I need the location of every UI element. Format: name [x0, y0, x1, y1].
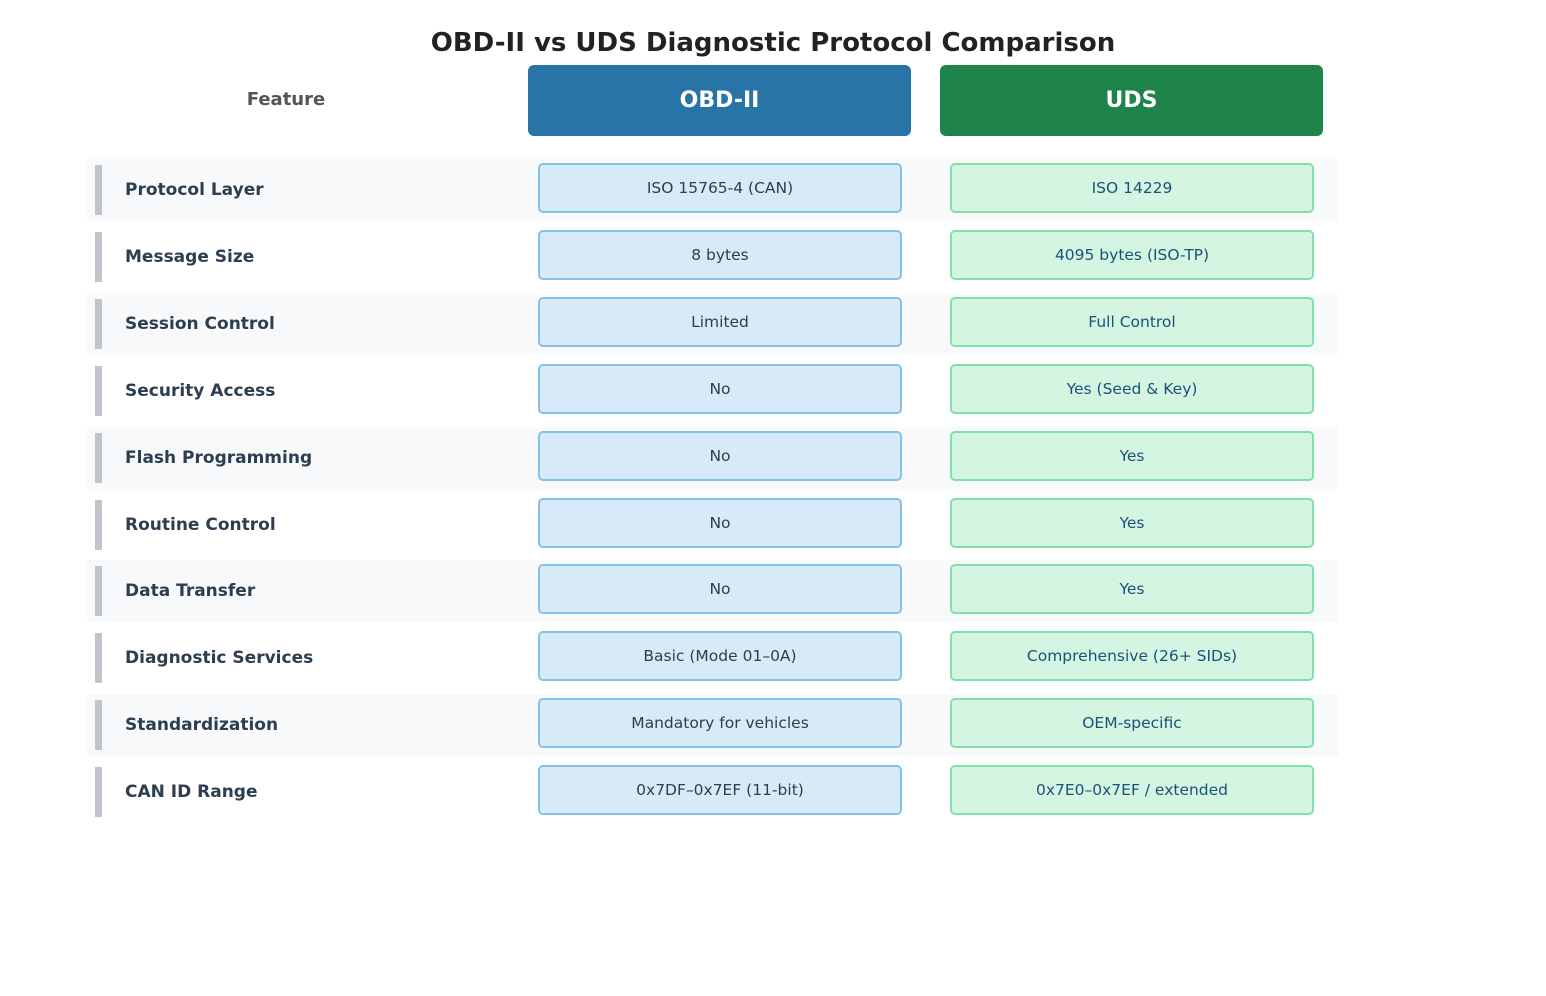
table-row: Standardization Mandatory for vehicles OEM… [87, 694, 1338, 757]
table-row: Routine Control No Yes [87, 494, 1338, 556]
row-accent-bar [95, 298, 102, 349]
row-accent-bar [95, 700, 102, 751]
feature-label: CAN ID Range [125, 782, 258, 803]
row-accent-bar [95, 767, 102, 818]
obd-value-cell: Basic (Mode 01–0A) [538, 631, 902, 682]
obd-value-cell: 0x7DF–0x7EF (11-bit) [538, 765, 902, 816]
row-accent-bar [95, 231, 102, 282]
feature-column-header: Feature [246, 89, 326, 110]
table-row: Security Access No Yes (Seed & Key) [87, 360, 1338, 422]
row-accent-bar [95, 566, 102, 617]
uds-value-cell: Yes [950, 564, 1314, 615]
uds-value-cell: Full Control [950, 296, 1314, 347]
feature-label: Flash Programming [125, 447, 313, 468]
uds-value-cell: 0x7E0–0x7EF / extended [950, 765, 1314, 816]
feature-label: Security Access [125, 380, 276, 401]
obd-value-cell: No [538, 363, 902, 414]
uds-column-header: UDS [940, 65, 1323, 136]
row-accent-bar [95, 432, 102, 483]
table-row: Message Size 8 bytes 4095 bytes (ISO-TP) [87, 226, 1338, 288]
feature-label: Routine Control [125, 514, 276, 535]
obd-value-cell: No [538, 497, 902, 548]
obd-value-cell: Limited [538, 296, 902, 347]
obd-value-cell: No [538, 564, 902, 615]
row-accent-bar [95, 365, 102, 416]
uds-value-cell: Yes (Seed & Key) [950, 363, 1314, 414]
table-row: Diagnostic Services Basic (Mode 01–0A) Com… [87, 627, 1338, 689]
diagram-title: OBD-II vs UDS Diagnostic Protocol Compar… [430, 28, 1116, 58]
table-row: CAN ID Range 0x7DF–0x7EF (11-bit) 0x7E0–0x… [87, 761, 1338, 823]
feature-label: Data Transfer [125, 581, 256, 602]
obd-value-cell: ISO 15765-4 (CAN) [538, 163, 902, 213]
obd-value-cell: 8 bytes [538, 229, 902, 280]
table-row: Data Transfer No Yes [87, 560, 1338, 623]
uds-value-cell: Comprehensive (26+ SIDs) [950, 631, 1314, 682]
feature-label: Session Control [125, 313, 275, 334]
row-accent-bar [95, 633, 102, 684]
feature-label: Message Size [125, 246, 255, 267]
table-row: Session Control Limited Full Control [87, 292, 1338, 355]
uds-value-cell: Yes [950, 430, 1314, 481]
row-accent-bar [95, 499, 102, 550]
uds-value-cell: Yes [950, 497, 1314, 548]
feature-label: Standardization [125, 715, 279, 736]
obd-column-header: OBD-II [528, 65, 911, 136]
feature-label: Diagnostic Services [125, 648, 314, 669]
uds-value-cell: OEM-specific [950, 698, 1314, 749]
feature-label: Protocol Layer [125, 180, 264, 200]
obd-value-cell: No [538, 430, 902, 481]
row-accent-bar [95, 165, 102, 215]
obd-value-cell: Mandatory for vehicles [538, 698, 902, 749]
table-row: Protocol Layer ISO 15765-4 (CAN) ISO 14229 [87, 159, 1338, 221]
uds-value-cell: ISO 14229 [950, 163, 1314, 213]
table-row: Flash Programming No Yes [87, 426, 1338, 489]
uds-value-cell: 4095 bytes (ISO-TP) [950, 229, 1314, 280]
